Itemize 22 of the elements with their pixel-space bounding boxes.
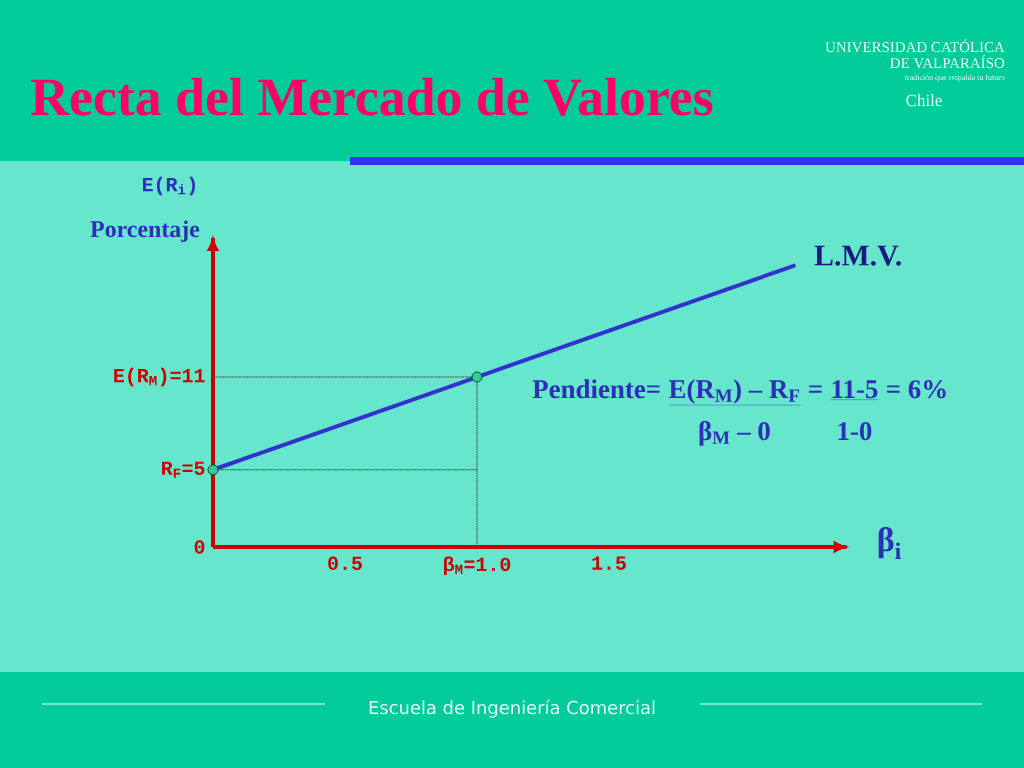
text: DE VALPARAÍSO [890, 55, 1005, 69]
x-axis-title: β$_{i}$ [878, 527, 901, 559]
text: UNIVERSIDAD CATÓLICA [825, 39, 1005, 53]
x-tick-label: 1.5 [592, 556, 626, 570]
x-tick-label: β$_{M}$=1.0 [444, 556, 511, 576]
text: = 6% [887, 380, 946, 399]
text: Porcentaje [90, 220, 200, 243]
annotation: E(R$_{M}$) – R$_{F}$ [668, 379, 799, 404]
y-tick-label: 0 [194, 540, 205, 554]
text: Escuela de Ingeniería Comercial [369, 699, 655, 718]
x-tick-label: 0.5 [328, 556, 362, 571]
chart-title: Recta del Mercado de Valores [31, 77, 713, 116]
annotation: 11-5 [832, 380, 878, 399]
annotation: = [809, 385, 822, 393]
text: Chile [906, 94, 942, 107]
series-label: L.M.V. [814, 245, 902, 266]
annotation: β$_{M}$ – 0 [699, 421, 770, 446]
y-tick-label: R$_{F}$=5 [162, 461, 205, 478]
y-axis-title: E(R$_{i}$) [142, 176, 195, 196]
annotation: 1-0 [838, 422, 872, 441]
y-tick-label: E(R$_{M}$)=11 [114, 367, 205, 387]
annotation: Pendiente= [532, 379, 660, 399]
